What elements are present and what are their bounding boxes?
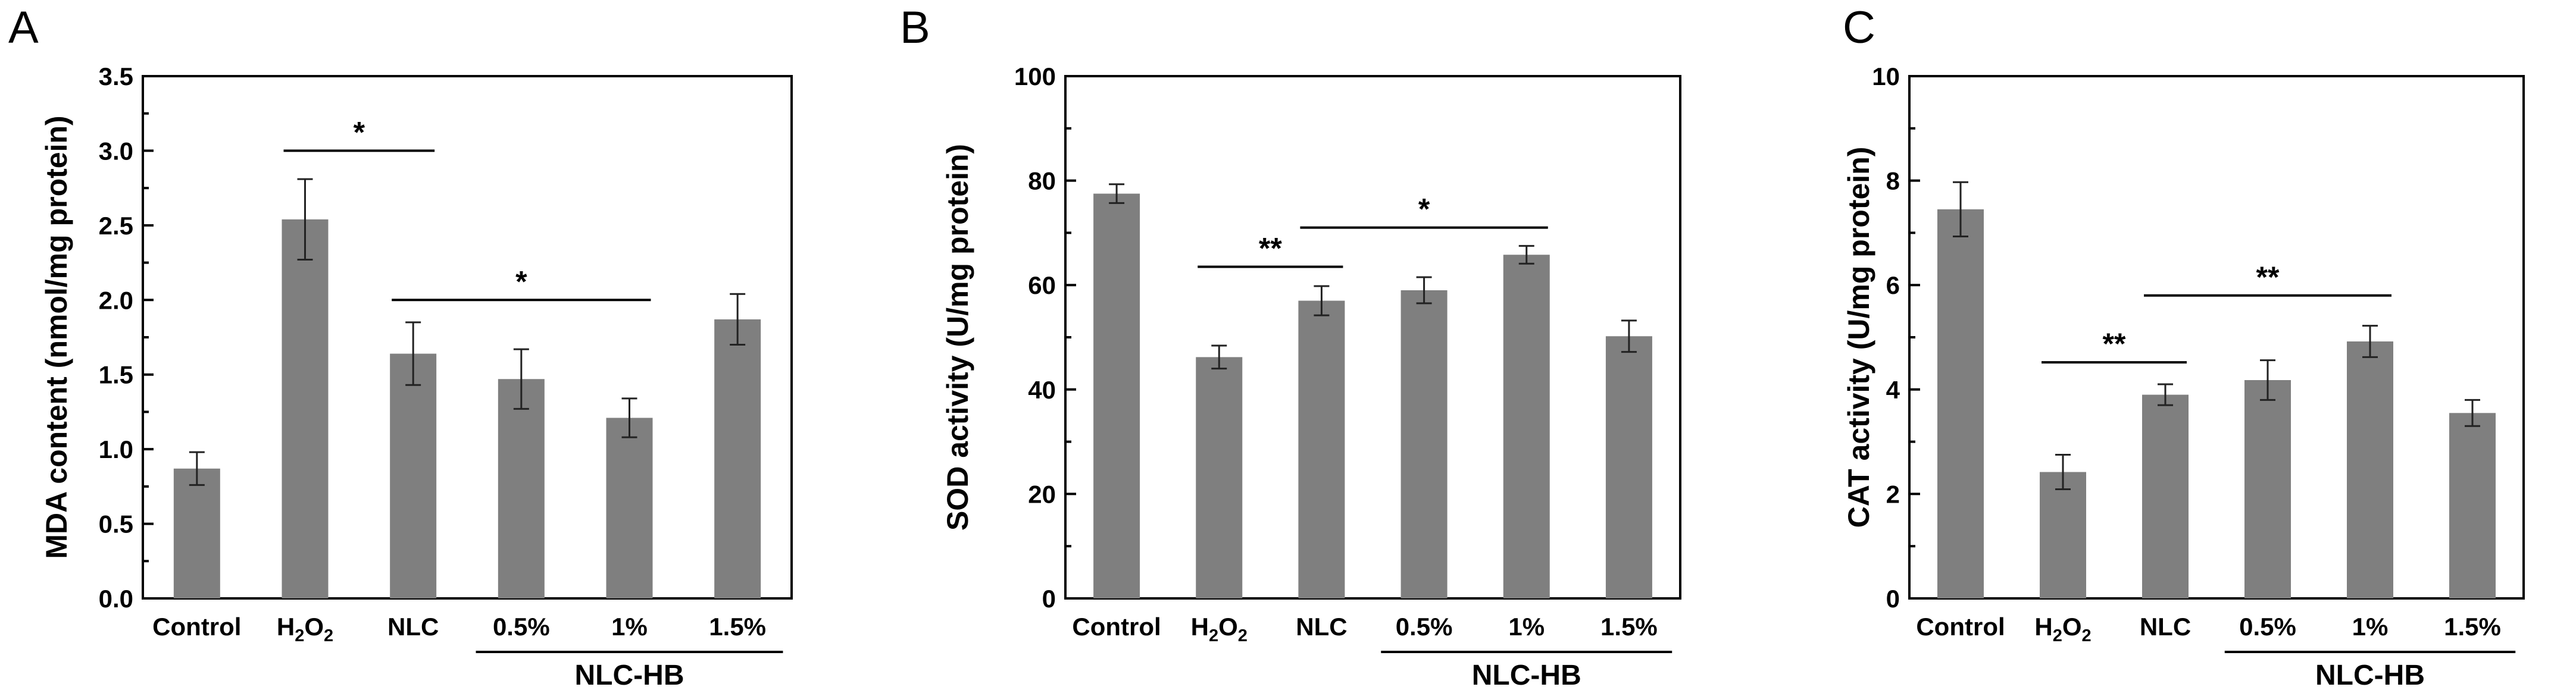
group-label: NLC-HB <box>575 660 684 690</box>
error-bar-control <box>189 451 205 486</box>
significance-marker: * <box>515 265 527 298</box>
y-tick-label: 2.0 <box>99 286 133 314</box>
category-label-1: 1% <box>611 613 648 641</box>
error-bar-nlc <box>2158 383 2173 406</box>
y-tick-label: 3.5 <box>99 62 133 90</box>
y-tick-label: 2 <box>1886 480 1900 508</box>
bar-control <box>1093 193 1140 598</box>
category-label-0-5: 0.5% <box>1396 613 1453 641</box>
y-tick-label: 8 <box>1886 167 1900 195</box>
category-label-1-5: 1.5% <box>709 613 766 641</box>
error-bar-1-5 <box>1621 319 1637 353</box>
bar-nlc <box>1298 300 1345 598</box>
y-tick-label: 2.5 <box>99 212 133 240</box>
plot-frame <box>1064 75 1681 600</box>
y-tick-label: 1.0 <box>99 435 133 463</box>
y-tick-label: 6 <box>1886 271 1900 299</box>
bar-0-5 <box>498 379 545 598</box>
category-label-0-5: 0.5% <box>493 613 550 641</box>
error-bar-nlc <box>1314 285 1330 316</box>
category-label-1: 1% <box>2352 613 2389 641</box>
category-label-nlc: NLC <box>387 613 439 641</box>
bar-h2o2 <box>282 219 329 598</box>
bar-1 <box>2347 341 2393 598</box>
y-axis-title: CAT activity (U/mg protein) <box>1842 147 1875 528</box>
category-label-nlc: NLC <box>2140 613 2191 641</box>
y-tick-label: 100 <box>1014 62 1056 90</box>
error-bar-1 <box>1518 244 1534 265</box>
significance-marker: * <box>1418 193 1430 226</box>
y-tick-label: 0 <box>1886 585 1900 613</box>
plot-frame <box>142 75 793 600</box>
panel-b: B 0 20 40 60 80 100 Control H2O2 NLC 0.5% 1% 1.5% NLC… <box>900 2 1681 690</box>
error-bar-0-5 <box>2260 359 2275 401</box>
y-tick-label: 0.0 <box>99 585 133 613</box>
category-label-control: Control <box>1072 613 1161 641</box>
category-label-nlc: NLC <box>1296 613 1347 641</box>
error-bar-0-5 <box>513 348 529 410</box>
y-tick-label: 1.5 <box>99 361 133 389</box>
y-tick-label: 0.5 <box>99 510 133 538</box>
y-tick-label: 0 <box>1042 585 1056 613</box>
category-label-control: Control <box>152 613 241 641</box>
significance-marker: ** <box>2103 327 2126 360</box>
bar-h2o2 <box>1196 357 1243 598</box>
bar-control <box>1937 209 1984 598</box>
error-bar-1 <box>2362 325 2378 358</box>
category-label-1-5: 1.5% <box>1600 613 1658 641</box>
error-bar-1 <box>621 397 637 438</box>
significance-marker: ** <box>1259 231 1282 265</box>
category-label-1: 1% <box>1508 613 1545 641</box>
error-bar-h2o2 <box>1211 344 1227 370</box>
bar-1-5 <box>714 319 761 598</box>
y-axis-title: SOD activity (U/mg protein) <box>941 144 974 531</box>
y-tick-label: 10 <box>1872 62 1900 90</box>
y-tick-label: 60 <box>1028 271 1056 299</box>
error-bar-1-5 <box>2465 399 2480 427</box>
panel-c: C 0 2 4 6 8 10 Control H2O2 NLC 0.5% 1% 1.5% NLC-HB **… <box>1842 2 2525 690</box>
category-label-h2o2: H2O2 <box>277 613 333 645</box>
y-axis-title: MDA content (nmol/mg protein) <box>40 115 73 559</box>
bar-control <box>173 468 220 598</box>
bar-nlc <box>390 353 437 598</box>
significance-marker: * <box>354 115 365 149</box>
category-label-control: Control <box>1916 613 2005 641</box>
y-tick-label: 4 <box>1886 376 1900 404</box>
significance-marker: ** <box>2256 261 2280 294</box>
category-label-0-5: 0.5% <box>2239 613 2296 641</box>
bar-h2o2 <box>2040 472 2086 598</box>
category-label-1-5: 1.5% <box>2444 613 2501 641</box>
bar-nlc <box>2142 394 2189 598</box>
panel-a: A 0.0 0.5 1.0 1.5 2.0 2.5 3.0 3.5 Control H2O2 NLC 0… <box>8 2 793 690</box>
group-label: NLC-HB <box>2315 660 2425 690</box>
error-bar-0-5 <box>1416 276 1432 305</box>
bar-0-5 <box>2244 380 2291 598</box>
bar-1 <box>606 418 653 598</box>
error-bar-control <box>1953 181 1968 238</box>
category-label-h2o2: H2O2 <box>2034 613 2091 645</box>
y-tick-label: 80 <box>1028 167 1056 195</box>
panel-letter: A <box>8 2 39 53</box>
panel-letter: B <box>900 2 930 53</box>
bar-0-5 <box>1400 290 1448 599</box>
y-tick-label: 20 <box>1028 480 1056 508</box>
group-label: NLC-HB <box>1472 660 1581 690</box>
panel-letter: C <box>1843 2 1875 53</box>
y-tick-label: 40 <box>1028 376 1056 404</box>
y-tick-label: 3.0 <box>99 137 133 165</box>
bar-1 <box>1503 255 1550 598</box>
bar-1-5 <box>2449 413 2496 598</box>
category-label-h2o2: H2O2 <box>1191 613 1248 645</box>
bar-1-5 <box>1605 336 1652 598</box>
plot-frame <box>1908 75 2525 600</box>
error-bar-h2o2 <box>297 178 313 261</box>
error-bar-h2o2 <box>2055 454 2071 490</box>
error-bar-control <box>1109 183 1125 204</box>
error-bar-nlc <box>405 321 421 386</box>
error-bar-1-5 <box>730 293 746 346</box>
